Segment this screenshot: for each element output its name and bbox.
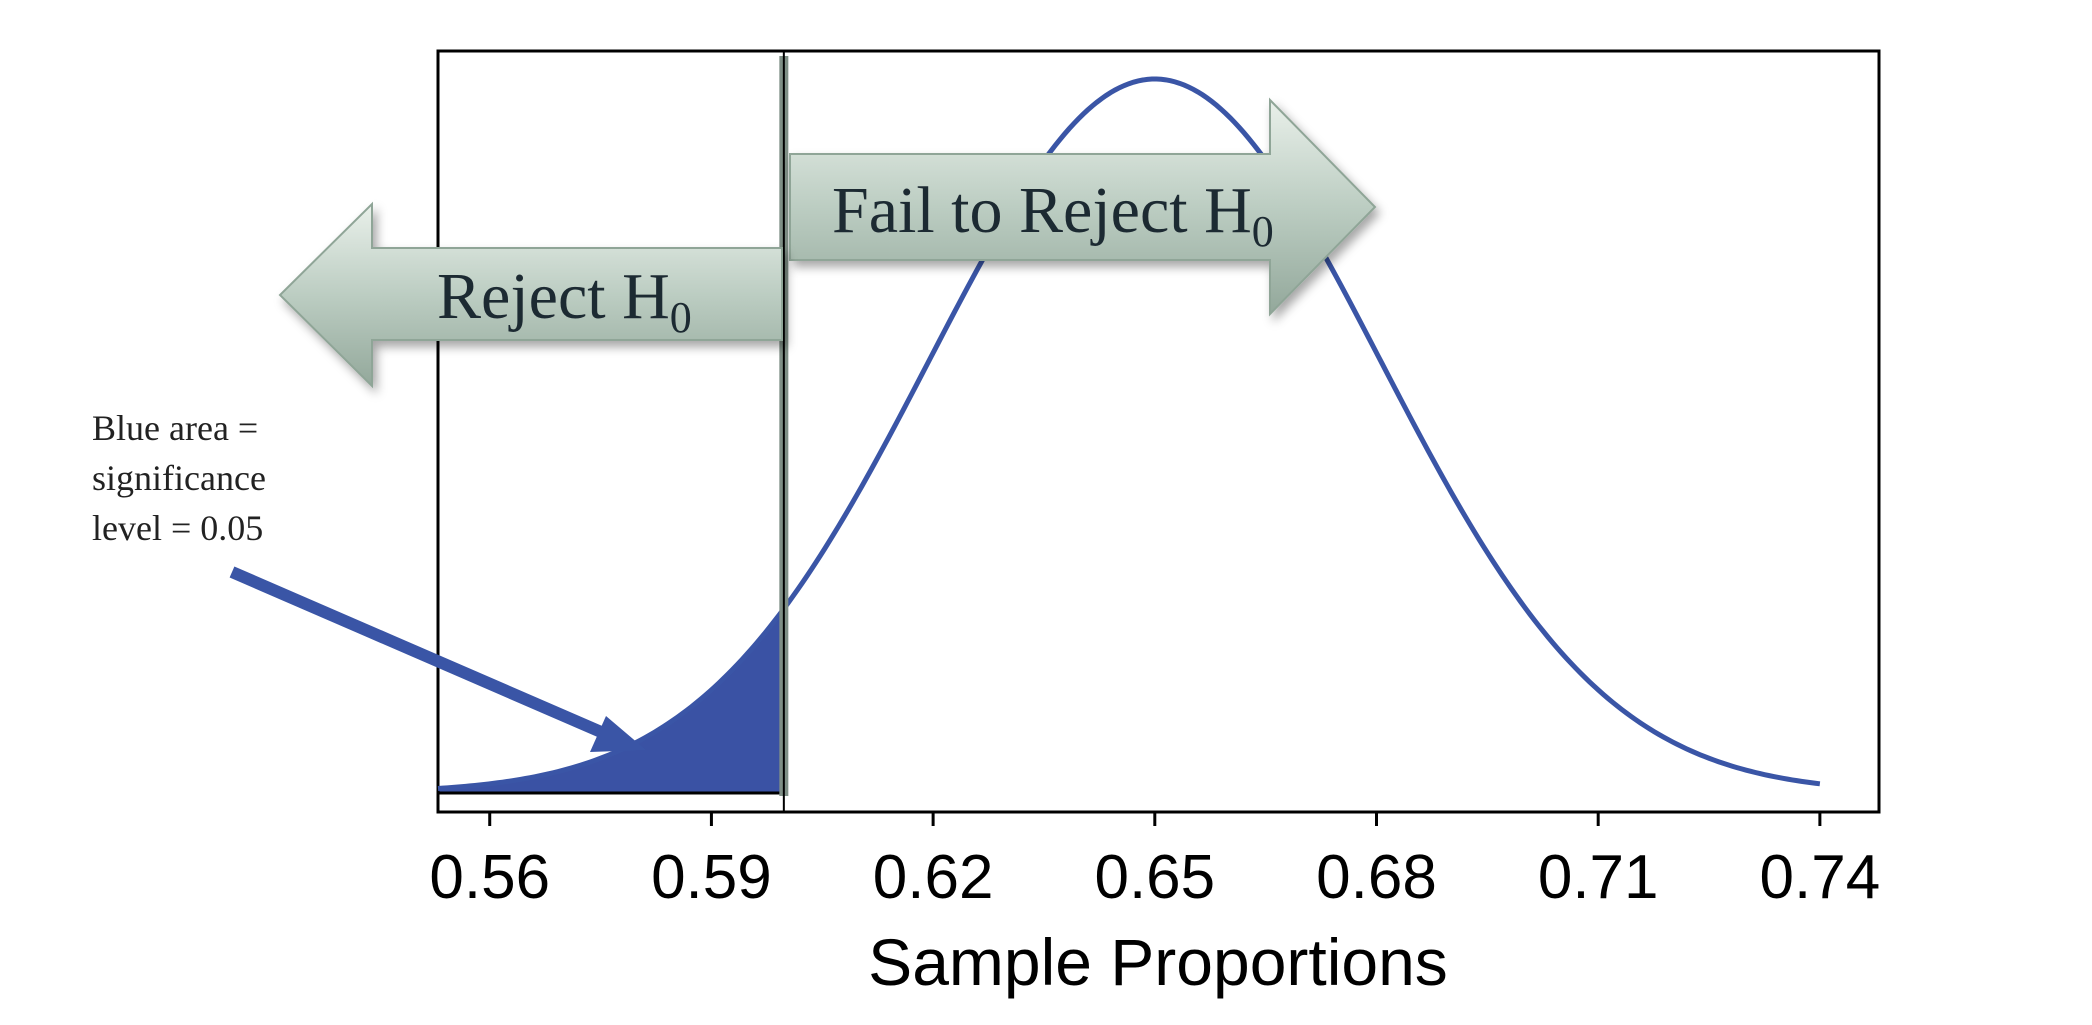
annotation-pointer-arrow (229, 566, 646, 752)
reject-arrow: Reject H0 (278, 201, 783, 389)
annotation-line-2: significance (92, 458, 266, 498)
x-axis-title: Sample Proportions (868, 925, 1448, 999)
fail-to-reject-arrow: Fail to Reject H0 (789, 97, 1377, 317)
annotation-line-3: level = 0.05 (92, 508, 263, 548)
sampling-distribution-curve (437, 76, 1821, 791)
fail-to-reject-label: Fail to Reject H0 (832, 174, 1274, 256)
right-arrow-shape (789, 97, 1377, 317)
x-tick-label: 0.65 (1094, 843, 1215, 912)
x-tick-label: 0.68 (1316, 843, 1437, 912)
annotation-note: Blue area = significance level = 0.05 (92, 408, 266, 548)
x-tick-label: 0.74 (1760, 843, 1881, 912)
x-tick-label: 0.59 (651, 843, 772, 912)
annotation-line-1: Blue area = (92, 408, 258, 448)
x-axis-ticks: 0.56 0.59 0.62 0.65 0.68 0.71 0.74 (429, 812, 1880, 912)
x-tick-label: 0.71 (1538, 843, 1659, 912)
x-tick-label: 0.62 (873, 843, 994, 912)
left-arrow-shape (278, 201, 783, 389)
reject-label: Reject H0 (437, 260, 692, 342)
x-tick-label: 0.56 (429, 843, 550, 912)
